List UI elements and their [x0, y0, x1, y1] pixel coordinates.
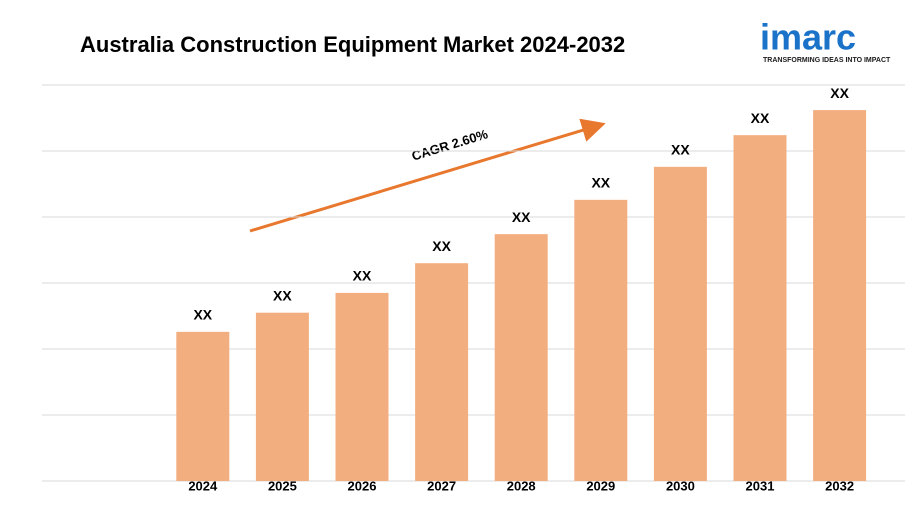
x-tick-label: 2024 — [188, 478, 218, 493]
value-label: XX — [353, 268, 372, 284]
x-tick-label: 2028 — [507, 478, 536, 493]
bar — [255, 312, 309, 481]
value-label: XX — [591, 175, 610, 191]
chart-title: Australia Construction Equipment Market … — [80, 32, 625, 57]
bar — [176, 331, 230, 481]
value-label: XX — [432, 238, 451, 254]
value-label: XX — [671, 142, 690, 158]
value-label: XX — [751, 110, 770, 126]
logo-tagline: TRANSFORMING IDEAS INTO IMPACT — [763, 57, 891, 64]
bar — [653, 166, 707, 481]
x-tick-label: 2026 — [348, 478, 377, 493]
logo: imarc — [760, 17, 856, 58]
bar — [335, 292, 389, 481]
x-tick-label: 2031 — [746, 478, 775, 493]
value-label: XX — [193, 307, 212, 323]
x-tick-label: 2025 — [268, 478, 297, 493]
bar — [733, 135, 787, 481]
trend-arrow — [249, 118, 606, 233]
x-tick-label: 2029 — [586, 478, 615, 493]
bar — [494, 234, 548, 481]
x-tick-label: 2032 — [825, 478, 854, 493]
value-label: XX — [512, 209, 531, 225]
value-label: XX — [273, 287, 292, 303]
cagr-annotation: CAGR 2.60% — [410, 126, 490, 163]
bar — [574, 199, 628, 481]
bar — [415, 263, 469, 481]
x-tick-label: 2027 — [427, 478, 456, 493]
bar — [813, 110, 867, 481]
x-tick-label: 2030 — [666, 478, 695, 493]
value-label: XX — [830, 85, 849, 101]
